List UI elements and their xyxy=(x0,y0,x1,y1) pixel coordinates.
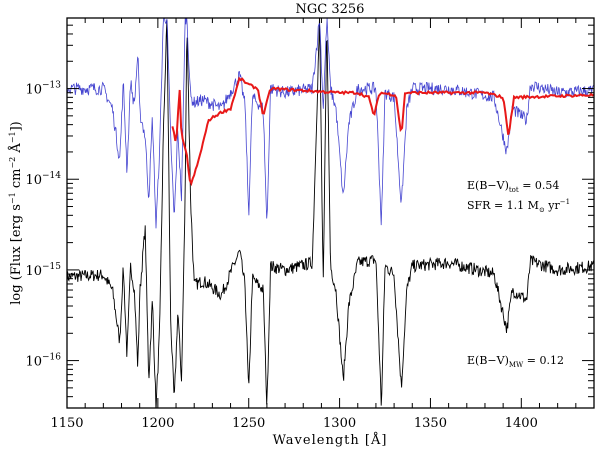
x-tick-label: 1250 xyxy=(232,416,265,431)
chart-title: NGC 3256 xyxy=(296,2,365,17)
x-tick-label: 1200 xyxy=(141,416,174,431)
y-tick-label: 10−15 xyxy=(25,262,61,279)
annotation-sfr: SFR = 1.1 M⊙ yr−1 xyxy=(467,198,570,214)
plot-area: 1150 1200 1250 1300 1350 1400 10−13 10−14 10−15 1… xyxy=(25,17,595,431)
x-tick-label: 1400 xyxy=(505,416,538,431)
y-tick-label: 10−16 xyxy=(25,353,61,370)
x-tick-label: 1350 xyxy=(414,416,447,431)
y-axis-label: log (Flux [erg s−1 cm−2 Å−1]) xyxy=(8,121,24,304)
x-axis-label: Wavelength [Å] xyxy=(273,432,388,448)
y-tick-label: 10−14 xyxy=(25,171,61,188)
series-line-model xyxy=(171,76,594,187)
x-tick-label: 1150 xyxy=(50,416,83,431)
annotation-ebv-mw: E(B−V)MW = 0.12 xyxy=(467,354,564,369)
series-line-observed xyxy=(67,18,594,408)
series-line-dereddened xyxy=(67,18,594,229)
x-tick-label: 1300 xyxy=(323,416,356,431)
annotation-ebv-tot: E(B−V)tot = 0.54 xyxy=(467,179,559,194)
plot-frame xyxy=(66,17,595,409)
y-tick-label: 10−13 xyxy=(25,81,61,98)
